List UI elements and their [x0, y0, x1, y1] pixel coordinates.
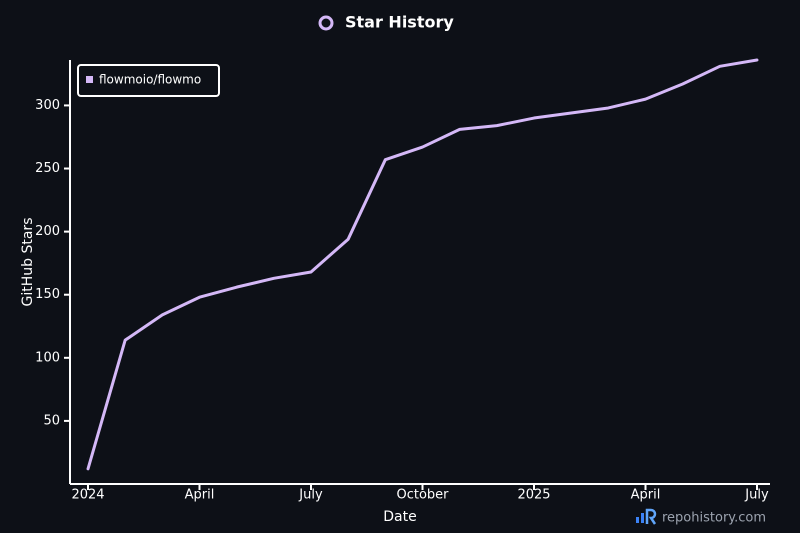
x-tick-label: 2025 — [517, 488, 550, 503]
y-tick-label: 50 — [43, 413, 60, 428]
chart-title: Star History — [345, 13, 454, 32]
x-tick-label: April — [631, 488, 661, 503]
y-tick-label: 300 — [35, 98, 60, 113]
watermark-icon — [636, 508, 657, 525]
x-axis-label: Date — [383, 509, 416, 525]
y-tick-label: 100 — [35, 350, 60, 365]
x-tick-label: July — [298, 488, 323, 503]
y-tick-label: 150 — [35, 287, 60, 302]
x-tick-label: April — [185, 488, 215, 503]
series-line — [86, 58, 759, 471]
legend-box — [77, 64, 220, 97]
legend-label: flowmoio/flowmo — [99, 73, 201, 87]
y-tick-label: 250 — [35, 161, 60, 176]
watermark: repohistory.com — [662, 511, 766, 526]
x-tick-label: October — [396, 488, 449, 503]
legend-swatch — [86, 76, 93, 83]
x-tick-label: July — [744, 488, 769, 503]
y-tick-label: 200 — [35, 224, 60, 239]
y-axis-label: GitHub Stars — [20, 218, 36, 307]
x-tick-label: 2024 — [71, 488, 104, 503]
title-icon — [318, 15, 334, 31]
